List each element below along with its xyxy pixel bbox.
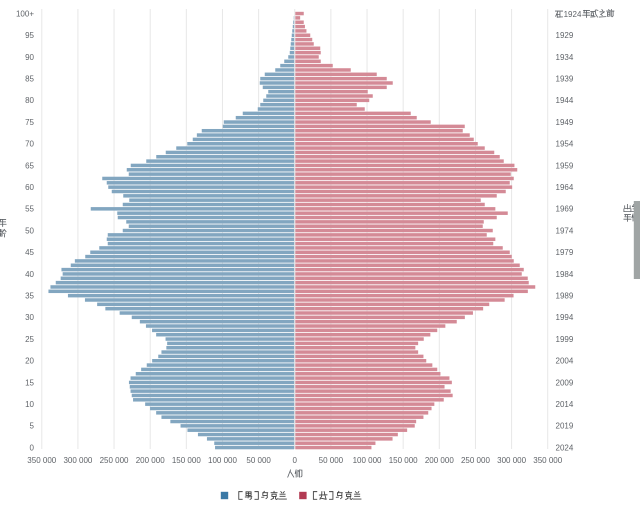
- svg-text:200 000: 200 000: [136, 456, 165, 465]
- svg-text:50: 50: [25, 226, 34, 235]
- svg-text:250 000: 250 000: [461, 456, 490, 465]
- svg-text:1994: 1994: [556, 313, 574, 322]
- svg-text:0: 0: [293, 456, 298, 465]
- svg-text:100+: 100+: [16, 9, 34, 18]
- svg-text:350 000: 350 000: [533, 456, 562, 465]
- svg-text:2019: 2019: [556, 422, 574, 431]
- svg-text:150 000: 150 000: [389, 456, 418, 465]
- svg-text:300 000: 300 000: [497, 456, 526, 465]
- svg-text:50 000: 50 000: [246, 456, 271, 465]
- svg-text:50 000: 50 000: [319, 456, 344, 465]
- svg-text:35: 35: [25, 292, 34, 301]
- svg-text:25: 25: [25, 335, 34, 344]
- svg-text:15: 15: [25, 378, 34, 387]
- svg-text:75: 75: [25, 118, 34, 127]
- svg-text:90: 90: [25, 53, 34, 62]
- svg-text:1984: 1984: [556, 270, 574, 279]
- svg-text:100 000: 100 000: [353, 456, 382, 465]
- svg-text:300 000: 300 000: [63, 456, 92, 465]
- svg-text:1934: 1934: [556, 53, 574, 62]
- svg-text:85: 85: [25, 75, 34, 84]
- svg-text:30: 30: [25, 313, 34, 322]
- svg-text:1964: 1964: [556, 183, 574, 192]
- svg-text:10: 10: [25, 400, 34, 409]
- svg-text:1999: 1999: [556, 335, 574, 344]
- svg-text:1969: 1969: [556, 205, 574, 214]
- svg-text:2024: 2024: [556, 443, 574, 452]
- svg-text:20: 20: [25, 357, 34, 366]
- svg-text:0: 0: [30, 443, 35, 452]
- svg-text:250 000: 250 000: [100, 456, 129, 465]
- svg-text:80: 80: [25, 96, 34, 105]
- svg-text:95: 95: [25, 31, 34, 40]
- svg-text:2009: 2009: [556, 378, 574, 387]
- svg-text:1954: 1954: [556, 140, 574, 149]
- svg-text:1979: 1979: [556, 248, 574, 257]
- svg-text:1944: 1944: [556, 96, 574, 105]
- svg-text:55: 55: [25, 205, 34, 214]
- svg-text:65: 65: [25, 161, 34, 170]
- svg-text:5: 5: [30, 422, 35, 431]
- svg-text:1929: 1929: [556, 31, 574, 40]
- svg-text:60: 60: [25, 183, 34, 192]
- svg-text:70: 70: [25, 140, 34, 149]
- svg-text:1924: 1924: [564, 10, 582, 19]
- svg-text:1939: 1939: [556, 75, 574, 84]
- svg-text:150 000: 150 000: [172, 456, 201, 465]
- svg-text:1959: 1959: [556, 161, 574, 170]
- svg-text:45: 45: [25, 248, 34, 257]
- svg-text:40: 40: [25, 270, 34, 279]
- svg-text:2014: 2014: [556, 400, 574, 409]
- svg-text:1974: 1974: [556, 226, 574, 235]
- svg-text:100 000: 100 000: [208, 456, 237, 465]
- svg-text:200 000: 200 000: [425, 456, 454, 465]
- svg-text:350 000: 350 000: [27, 456, 56, 465]
- svg-text:1989: 1989: [556, 292, 574, 301]
- svg-text:1949: 1949: [556, 118, 574, 127]
- svg-text:2004: 2004: [556, 357, 574, 366]
